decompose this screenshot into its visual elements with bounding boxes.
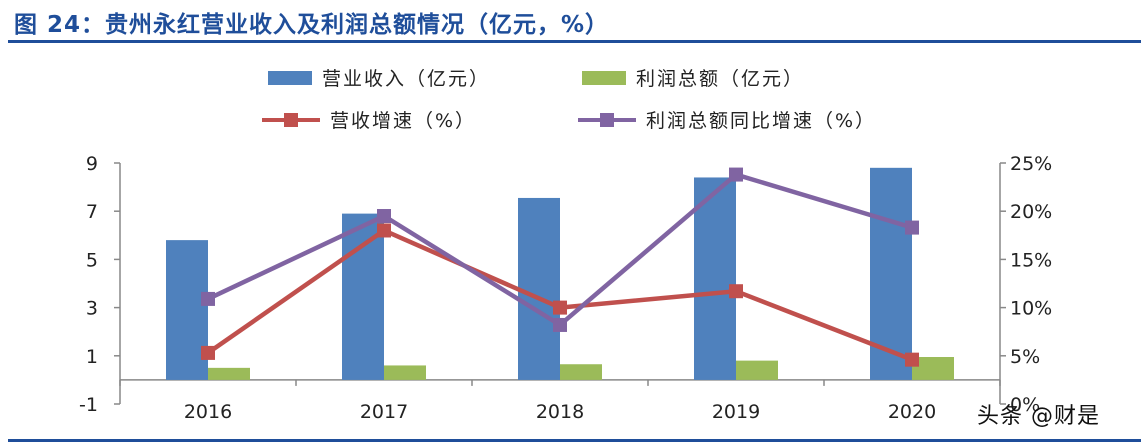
legend-profit-label: 利润总额（亿元）: [636, 68, 805, 90]
right-tick-label: 20%: [1010, 201, 1052, 223]
legend-profit-growth-label: 利润总额同比增速（%）: [646, 110, 877, 132]
bar-profit: [736, 360, 778, 380]
x-tick-label: 2016: [184, 401, 232, 423]
x-tick-label: 2017: [360, 401, 408, 423]
point-profit-growth: [553, 317, 567, 332]
bar-profit: [208, 367, 250, 380]
legend-revenue-growth-label: 营收增速（%）: [330, 110, 477, 132]
point-profit-growth: [729, 167, 743, 182]
legend-profit-swatch: [582, 70, 626, 85]
point-revenue-growth: [201, 345, 215, 360]
point-revenue-growth: [377, 223, 391, 238]
left-tick-label: 5: [86, 249, 98, 271]
right-tick-label: 5%: [1010, 346, 1040, 368]
chart-title: 图 24：贵州永红营业收入及利润总额情况（亿元，%）: [14, 12, 610, 38]
x-tick-label: 2020: [888, 401, 936, 423]
legend-profit-growth-swatch: [578, 112, 636, 127]
left-tick-label: 3: [86, 298, 98, 320]
legend-profit-growth: 利润总额同比增速（%）: [578, 106, 876, 133]
legend-revenue: 营业收入（亿元）: [268, 64, 490, 91]
left-tick-label: 7: [86, 201, 98, 223]
legend-revenue-growth-swatch: [262, 112, 320, 127]
legend-revenue-swatch: [268, 70, 312, 85]
point-profit-growth: [201, 291, 215, 306]
point-revenue-growth: [905, 352, 919, 367]
bottom-rule: [8, 439, 1141, 442]
bar-revenue: [342, 213, 384, 380]
x-tick-label: 2018: [536, 401, 584, 423]
title-rule: [8, 40, 1141, 43]
left-tick-label: -1: [79, 394, 98, 416]
point-revenue-growth: [553, 300, 567, 315]
legend-revenue-label: 营业收入（亿元）: [322, 68, 491, 90]
watermark: 头条 @财是: [977, 404, 1100, 429]
point-profit-growth: [377, 209, 391, 224]
right-tick-label: 15%: [1010, 249, 1052, 271]
right-tick-label: 25%: [1010, 153, 1052, 175]
right-tick-label: 0%: [1010, 394, 1040, 416]
bar-revenue: [518, 197, 560, 380]
left-tick-label: 9: [86, 153, 98, 175]
point-revenue-growth: [729, 284, 743, 299]
legend-revenue-growth: 营收增速（%）: [262, 106, 476, 133]
bar-revenue: [694, 177, 736, 380]
bar-profit: [384, 365, 426, 380]
bar-profit: [560, 364, 602, 380]
x-tick-label: 2019: [712, 401, 760, 423]
legend-profit: 利润总额（亿元）: [582, 64, 804, 91]
right-tick-label: 10%: [1010, 298, 1052, 320]
bar-profit: [912, 357, 954, 380]
left-tick-label: 1: [86, 346, 98, 368]
point-profit-growth: [905, 220, 919, 235]
